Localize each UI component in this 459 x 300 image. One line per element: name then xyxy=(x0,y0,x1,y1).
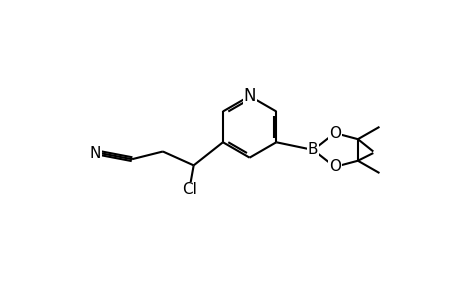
Text: N: N xyxy=(89,146,101,160)
Text: B: B xyxy=(308,142,318,158)
Text: O: O xyxy=(328,159,340,174)
Text: O: O xyxy=(328,125,340,140)
Text: N: N xyxy=(243,87,255,105)
Text: Cl: Cl xyxy=(182,182,197,197)
